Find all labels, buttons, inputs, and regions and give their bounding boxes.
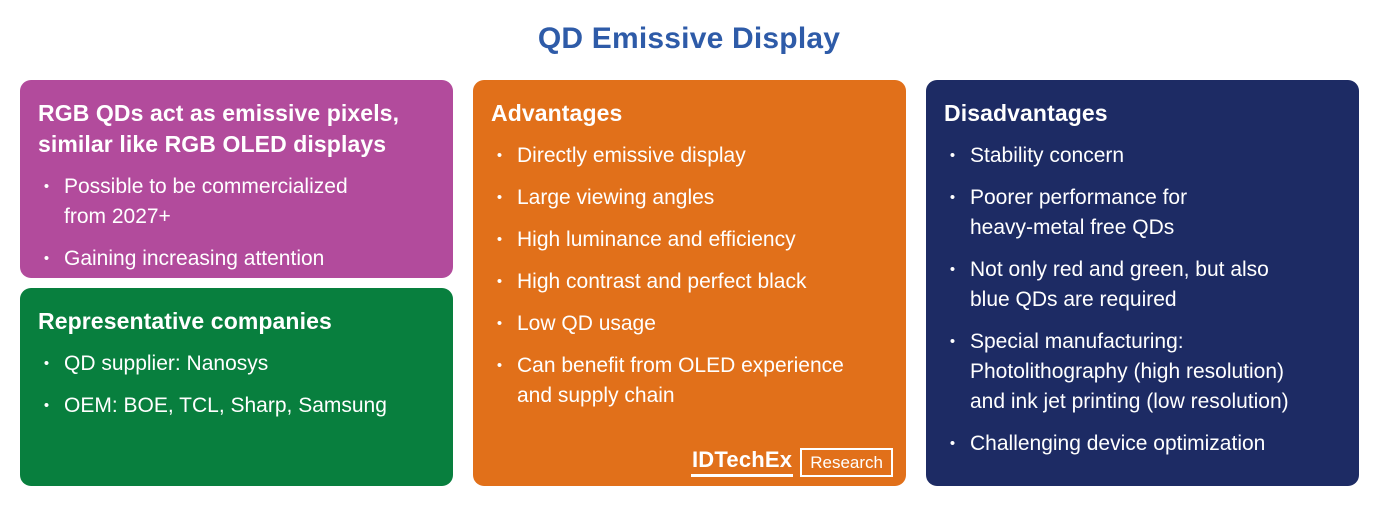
- bullet-item: • Challenging device optimization: [948, 429, 1339, 459]
- bullet-item: • Directly emissive display: [495, 141, 886, 171]
- bullet-item: • QD supplier: Nanosys: [42, 349, 433, 379]
- panel-companies: Representative companies • QD supplier: N…: [20, 288, 453, 486]
- bullet-item: • Gaining increasing attention: [42, 244, 433, 274]
- bullet-icon: •: [496, 147, 503, 164]
- column-right: Disadvantages • Stability concern • Poorer …: [926, 80, 1359, 486]
- panel-overview-heading: RGB QDs act as emissive pixels, similar …: [38, 100, 400, 157]
- bullet-icon: •: [43, 250, 50, 267]
- panel-advantages: Advantages • Directly emissive display • La…: [473, 80, 906, 486]
- bullet-item: • High contrast and perfect black: [495, 267, 886, 297]
- bullet-icon: •: [949, 333, 956, 350]
- panel-disadvantages-bullets: • Stability concern • Poorer performance fo…: [944, 141, 1339, 459]
- bullet-icon: •: [43, 397, 50, 414]
- bullet-item: • Large viewing angles: [495, 183, 886, 213]
- bullet-icon: •: [949, 147, 956, 164]
- panel-overview: RGB QDs act as emissive pixels, similar …: [20, 80, 453, 278]
- bullet-item: • Poorer performance for heavy-metal free…: [948, 183, 1339, 243]
- bullet-icon: •: [43, 355, 50, 372]
- bullet-item: • Not only red and green, but also blue Q…: [948, 255, 1339, 315]
- panel-disadvantages: Disadvantages • Stability concern • Poorer …: [926, 80, 1359, 486]
- panel-companies-heading: Representative companies: [38, 308, 332, 334]
- page-title: QD Emissive Display: [537, 22, 841, 55]
- bullet-icon: •: [496, 357, 503, 374]
- bullet-icon: •: [496, 189, 503, 206]
- bullet-item: • High luminance and efficiency: [495, 225, 886, 255]
- column-left: RGB QDs act as emissive pixels, similar …: [20, 80, 453, 486]
- panel-disadvantages-heading: Disadvantages: [944, 100, 1108, 126]
- bullet-icon: •: [949, 189, 956, 206]
- bullet-item: • Low QD usage: [495, 309, 886, 339]
- idtechex-research-label: Research: [800, 448, 893, 477]
- panel-advantages-heading: Advantages: [491, 100, 623, 126]
- bullet-icon: •: [949, 435, 956, 452]
- bullet-item: • Can benefit from OLED experience and su…: [495, 351, 886, 411]
- bullet-icon: •: [496, 315, 503, 332]
- panel-columns: RGB QDs act as emissive pixels, similar …: [20, 80, 1359, 486]
- panel-companies-bullets: • QD supplier: Nanosys • OEM: BOE, TCL, Sha…: [38, 349, 433, 421]
- bullet-item: • Stability concern: [948, 141, 1339, 171]
- column-middle: Advantages • Directly emissive display • La…: [473, 80, 906, 486]
- bullet-icon: •: [496, 273, 503, 290]
- bullet-icon: •: [949, 261, 956, 278]
- bullet-icon: •: [43, 178, 50, 195]
- bullet-icon: •: [496, 231, 503, 248]
- bullet-item: • OEM: BOE, TCL, Sharp, Samsung: [42, 391, 433, 421]
- idtechex-brand-wordmark: IDTechEx: [691, 448, 794, 477]
- bullet-item: • Possible to be commercialized from 2027…: [42, 172, 433, 232]
- panel-advantages-bullets: • Directly emissive display • Large viewing…: [491, 141, 886, 411]
- idtechex-logo: IDTechEx Research: [691, 448, 893, 477]
- panel-overview-bullets: • Possible to be commercialized from 2027…: [38, 172, 433, 274]
- bullet-item: • Special manufacturing: Photolithography…: [948, 327, 1339, 417]
